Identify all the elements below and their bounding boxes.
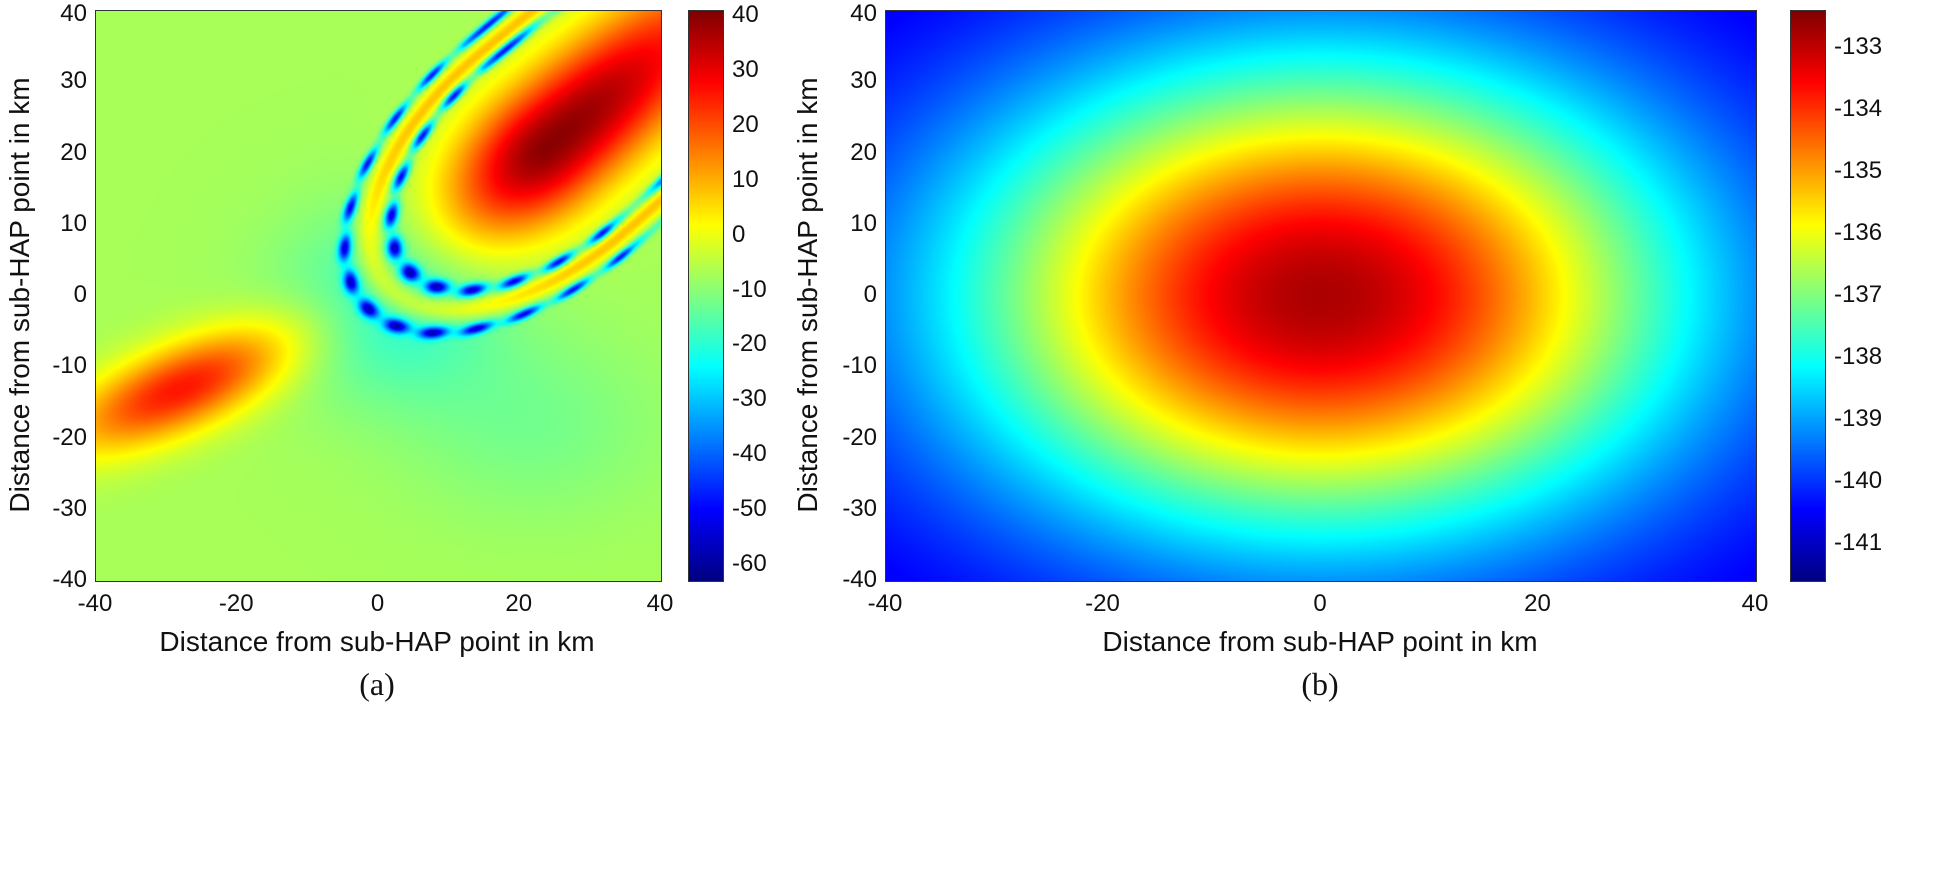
panel-a-ytick--20: -20 [52,423,87,451]
panel-a-cbtick-10: 10 [732,165,759,193]
panel-a-cbtick--20: -20 [732,330,767,358]
panel-b-xtick-20: 20 [1524,590,1551,617]
panel-a-cbtick-40: 40 [732,1,759,29]
panel-a-ylabel: Distance from sub-HAP point in km [4,77,35,513]
panel-b-xlabel: Distance from sub-HAP point in km [1102,626,1538,657]
panel-a-ytick-0: 0 [73,281,87,308]
panel-b-cbtick--137: -137 [1834,281,1883,308]
panel-b-cbtick--138: -138 [1834,342,1883,370]
panel-b-cbtick--133: -133 [1834,33,1883,61]
panel-a-ytick--30: -30 [52,494,87,522]
panel-a-xtick-40: 40 [646,590,674,617]
panel-a-cbtick-20: 20 [732,111,759,139]
panel-a-xtick-20: 20 [505,590,533,617]
panel-b-ytick-0: 0 [863,281,877,308]
panel-a-cbtick--40: -40 [732,439,767,467]
panel-a-cbtick--50: -50 [732,494,767,522]
panel-b-ytick--10: -10 [842,352,877,380]
panel-b-ytick--30: -30 [842,494,877,522]
panel-a-xtick--20: -20 [218,590,254,617]
panel-b-cbtick--140: -140 [1834,466,1883,494]
panel-b-cbtick--136: -136 [1834,219,1883,247]
panel-b-ytick-30: 30 [850,67,877,95]
panel-b-xtick-0: 0 [1313,590,1327,617]
panel-b-ytick-20: 20 [850,138,877,166]
panel-a-cbtick--30: -30 [732,385,767,413]
panel-a-ytick--40: -40 [52,566,87,593]
panel-a-sublabel: (a) [359,666,395,702]
panel-b-ytick--40: -40 [842,566,877,593]
panel-b-sublabel: (b) [1301,666,1339,702]
panel-a-colorbar [688,10,724,582]
panel-b-cbtick--135: -135 [1834,157,1883,185]
panel-b-heatmap [885,10,1757,582]
panel-b-cbtick--134: -134 [1834,95,1883,123]
panel-b-xtick--20: -20 [1085,590,1120,617]
panel-a-ytick--10: -10 [52,352,87,380]
panel-a-cbtick-0: 0 [732,220,746,248]
panel-a-xlabel: Distance from sub-HAP point in km [159,626,595,657]
panel-a-cbtick-30: 30 [732,56,759,84]
panel-a-cbtick--60: -60 [732,549,767,577]
panel-a-xtick--40: -40 [77,590,113,617]
panel-b-ytick-40: 40 [850,0,877,27]
panel-a-ytick-30: 30 [60,67,87,95]
panel-a-ytick-20: 20 [60,138,87,166]
panel-b-cbtick--139: -139 [1834,404,1883,432]
panel-a-ytick-10: 10 [60,209,87,237]
panel-b-ytick--20: -20 [842,423,877,451]
panel-a-heatmap [95,10,662,582]
panel-b-ytick-10: 10 [850,209,877,237]
panel-a-ytick-40: 40 [60,0,87,27]
panel-a-xtick-0: 0 [370,590,385,617]
panel-b-xtick--40: -40 [867,590,903,617]
panel-b-colorbar [1790,10,1826,582]
panel-a-cbtick--10: -10 [732,275,767,303]
panel-b-cbtick--141: -141 [1834,528,1883,556]
panel-b-xtick-40: 40 [1741,590,1769,617]
